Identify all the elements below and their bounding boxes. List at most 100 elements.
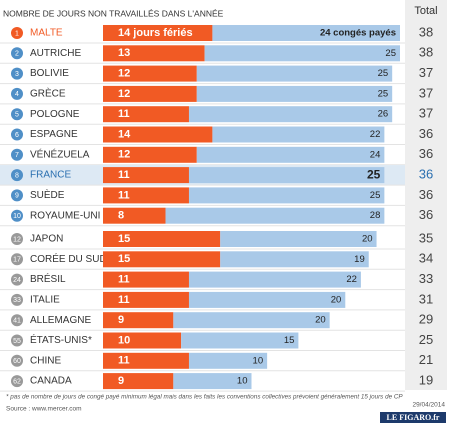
rank-badge <box>11 209 23 222</box>
country: GRÈCE <box>30 87 66 100</box>
subtitle: NOMBRE DE JOURS NON TRAVAILLÉS DANS L'AN… <box>3 8 224 18</box>
country: ROYAUME-UNI <box>30 210 100 221</box>
total: 31 <box>419 291 433 306</box>
footnote: * pas de nombre de jours de congé payé m… <box>6 394 403 401</box>
bar-segment <box>103 373 174 390</box>
logo-bg <box>380 412 446 423</box>
bar-segment <box>212 126 385 143</box>
total-header: Total <box>414 5 437 17</box>
bar-segment <box>181 332 299 349</box>
rank: 24 <box>13 277 21 284</box>
country: VÉNÉZUELA <box>30 147 90 160</box>
country: BRÉSIL <box>30 272 66 285</box>
rank: 3 <box>15 71 19 78</box>
bar-segment <box>196 146 385 163</box>
rank-badge <box>11 128 23 141</box>
total: 25 <box>419 332 433 347</box>
total: 33 <box>419 271 433 286</box>
total: 37 <box>419 85 433 100</box>
total: 36 <box>419 167 433 182</box>
total: 37 <box>419 65 433 80</box>
total: 37 <box>419 106 433 121</box>
value-label: 11 <box>118 108 130 120</box>
rank-badge <box>11 67 23 80</box>
value-label: 11 <box>118 355 130 367</box>
rank-badge <box>11 148 23 161</box>
value-label: 22 <box>346 274 357 285</box>
rank: 7 <box>15 152 19 159</box>
rank: 12 <box>13 236 21 243</box>
rank-badge <box>11 169 23 182</box>
rank-badge <box>11 189 23 202</box>
total: 36 <box>419 146 433 161</box>
bar-segment <box>188 167 385 184</box>
value-label: 10 <box>253 355 264 366</box>
value-label: 11 <box>118 294 130 306</box>
value-label: 12 <box>118 88 130 100</box>
value-label: 20 <box>362 234 373 245</box>
bar-segment <box>212 25 400 41</box>
value-label: 22 <box>370 129 381 140</box>
bar-segment <box>103 126 213 143</box>
country: ESPAGNE <box>30 129 78 140</box>
value-label: 9 <box>118 375 124 387</box>
value-label: 28 <box>370 210 381 221</box>
bar-segment <box>103 291 189 308</box>
bar-segment <box>173 312 330 329</box>
bar-segment <box>103 271 189 288</box>
total: 36 <box>419 207 433 222</box>
value-label: 25 <box>370 190 381 201</box>
country: ITALIE <box>30 295 60 306</box>
country: FRANCE <box>30 170 71 181</box>
total: 34 <box>419 251 433 266</box>
country: POLOGNE <box>30 109 80 120</box>
value-label: 11 <box>118 274 130 286</box>
rank: 17 <box>13 257 21 264</box>
bar-segment <box>103 65 197 82</box>
country: SUÈDE <box>30 188 65 201</box>
total: 21 <box>419 352 433 367</box>
total: 36 <box>419 126 433 141</box>
bar-segment <box>103 187 189 204</box>
rank: 8 <box>15 172 19 179</box>
value-label: 24 congés payés <box>320 28 396 39</box>
bar-segment <box>103 146 197 163</box>
value-label: 15 <box>284 335 295 346</box>
value-label: 20 <box>331 294 342 305</box>
bar-segment <box>103 25 213 41</box>
bar-segment <box>103 45 205 62</box>
rank: 4 <box>15 91 19 98</box>
value-label: 13 <box>118 47 130 59</box>
rank-badge <box>11 253 23 266</box>
bar-segment <box>173 373 252 390</box>
bar-segment <box>103 85 197 102</box>
bar-segment <box>165 207 385 224</box>
value-label: 8 <box>118 210 124 222</box>
bar-segment <box>188 271 361 288</box>
value-label: 15 <box>118 233 130 245</box>
bar-segment <box>103 332 182 349</box>
rank-badge <box>11 354 23 367</box>
bar-segment <box>188 291 346 308</box>
rank-badge <box>11 334 23 347</box>
value-label: 11 <box>118 169 130 181</box>
country: BOLIVIE <box>30 68 69 79</box>
rank: 60 <box>13 358 21 365</box>
rank-badge <box>11 273 23 286</box>
country: AUTRICHE <box>30 48 81 59</box>
country: MALTE <box>30 28 63 39</box>
bar-segment <box>204 45 400 62</box>
rank-badge <box>11 233 23 245</box>
rank: 6 <box>15 132 19 139</box>
value-label: 10 <box>118 334 130 346</box>
country: CHINE <box>30 355 61 366</box>
value-label: 24 <box>370 149 381 160</box>
total: 38 <box>419 45 433 60</box>
value-label: 25 <box>378 68 389 79</box>
total-column <box>405 0 447 390</box>
rank-badge <box>11 375 23 388</box>
country: ALLEMAGNE <box>30 315 91 326</box>
value-label: 9 <box>118 314 124 326</box>
country: JAPON <box>30 234 63 245</box>
source: Source : www.mercer.com <box>6 406 82 413</box>
